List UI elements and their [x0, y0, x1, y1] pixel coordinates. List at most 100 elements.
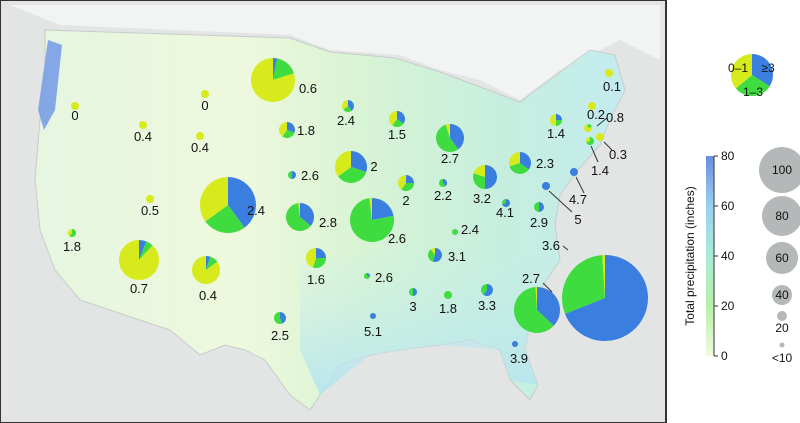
pie-slice — [537, 287, 561, 326]
pie-slice — [435, 124, 459, 153]
pie-slice — [502, 199, 506, 205]
pie-slice — [139, 240, 147, 260]
map-frame — [0, 0, 667, 423]
state-pie — [473, 165, 497, 189]
pie-slice — [509, 152, 520, 167]
state-pie — [389, 111, 406, 128]
pie-slice — [288, 171, 292, 179]
state-pie — [452, 229, 458, 235]
pie-slice — [280, 312, 286, 324]
pie-value-label: 1.8 — [439, 301, 457, 316]
state-pie — [306, 248, 326, 268]
pie-slice — [205, 205, 245, 234]
leader-line — [548, 190, 573, 213]
state-pie — [335, 151, 368, 184]
state-pie — [562, 255, 648, 342]
colorbar-title: Total precipitation (inches) — [683, 186, 697, 325]
legend-pie — [730, 54, 773, 97]
state-pie — [444, 291, 452, 299]
pie-slice — [483, 284, 494, 297]
leader-line — [603, 141, 613, 151]
state-pie — [550, 114, 562, 126]
pie-value-label: 4.1 — [496, 205, 514, 220]
state-pie — [428, 248, 442, 262]
pie-value-label: 1.8 — [297, 123, 315, 138]
state-pie — [71, 102, 79, 110]
state-pie — [605, 69, 613, 77]
leader-line — [596, 117, 608, 127]
pie-slice — [343, 106, 352, 112]
pie-slice — [392, 119, 404, 128]
state-pie — [350, 198, 395, 243]
legend: 0–1 1–3 ≥3 80 60 40 20 0 Total precipitation (in… — [683, 54, 800, 365]
pie-value-label: 0.5 — [141, 203, 159, 218]
state-pies: 0 0.4 0 0.4 0.6 2.4 1.8 2.6 2 1.5 2.7 0.5 2.4 2.8 2.6 2… — [63, 58, 648, 366]
pie-slice — [370, 313, 376, 319]
pie-slice — [279, 122, 287, 137]
pie-value-label: 3.6 — [542, 238, 560, 253]
size-legend-label: 40 — [775, 288, 789, 302]
pie-value-label: 2.3 — [536, 156, 554, 171]
pie-slice — [735, 75, 770, 97]
pie-value-label: 2.4 — [461, 222, 479, 237]
state-pie — [199, 177, 257, 234]
pie-value-label: 0.6 — [299, 81, 317, 96]
pie-slice — [602, 255, 605, 298]
pie-slice — [338, 167, 367, 184]
pie-slice — [520, 152, 532, 170]
legend-pie-label: 0–1 — [728, 61, 748, 75]
pie-slice — [282, 130, 295, 138]
state-pie — [502, 199, 510, 207]
state-pie — [534, 202, 544, 212]
pie-slice — [730, 54, 752, 89]
pie-slice — [273, 58, 294, 80]
pie-value-label: 2.6 — [301, 168, 319, 183]
pie-slice — [196, 132, 204, 140]
pie-slice — [372, 198, 394, 220]
size-legend-label: 80 — [775, 209, 789, 223]
size-legend-circle — [777, 311, 787, 321]
pie-slice — [570, 168, 578, 176]
pie-slice — [192, 256, 220, 284]
size-legend-label: 100 — [772, 163, 792, 177]
pie-slice — [201, 90, 209, 98]
pie-slice — [274, 312, 282, 324]
colorbar-tick-label: 60 — [721, 199, 735, 213]
colorbar-tick-label: 80 — [721, 149, 735, 163]
pie-value-label: 3.3 — [478, 298, 496, 313]
pie-value-label: 1.6 — [307, 272, 325, 287]
pie-value-label: 3.9 — [510, 351, 528, 366]
canada-land — [10, 5, 660, 100]
pie-slice — [752, 54, 773, 87]
colorbar — [706, 156, 714, 356]
pie-slice — [514, 287, 554, 334]
pie-slice — [473, 165, 485, 177]
leader-line — [542, 282, 553, 293]
state-pie — [586, 137, 594, 145]
size-legend-circle — [772, 285, 792, 305]
state-pie — [288, 171, 296, 179]
legend-pie-label: ≥3 — [761, 61, 775, 75]
pie-slice — [335, 151, 351, 177]
state-pie — [201, 90, 209, 98]
state-pie — [139, 121, 147, 129]
pie-slice — [550, 114, 556, 126]
pie-value-label: 0 — [71, 108, 78, 123]
state-pie — [509, 152, 532, 174]
pacific-northwest-wet-region — [38, 40, 62, 130]
pie-slice — [512, 341, 518, 347]
pie-slice — [588, 102, 596, 110]
pie-slice — [364, 273, 370, 279]
pie-slice — [348, 100, 355, 111]
pie-slice — [69, 229, 76, 238]
state-pie — [409, 288, 417, 296]
pie-value-label: 0.4 — [199, 288, 217, 303]
state-pie — [570, 168, 578, 176]
size-legend-circle — [779, 342, 785, 348]
leader-line — [575, 176, 585, 194]
pie-value-label: 2 — [402, 193, 409, 208]
pie-slice — [312, 258, 326, 268]
pie-value-label: 2.7 — [441, 151, 459, 166]
pie-slice — [146, 195, 154, 203]
